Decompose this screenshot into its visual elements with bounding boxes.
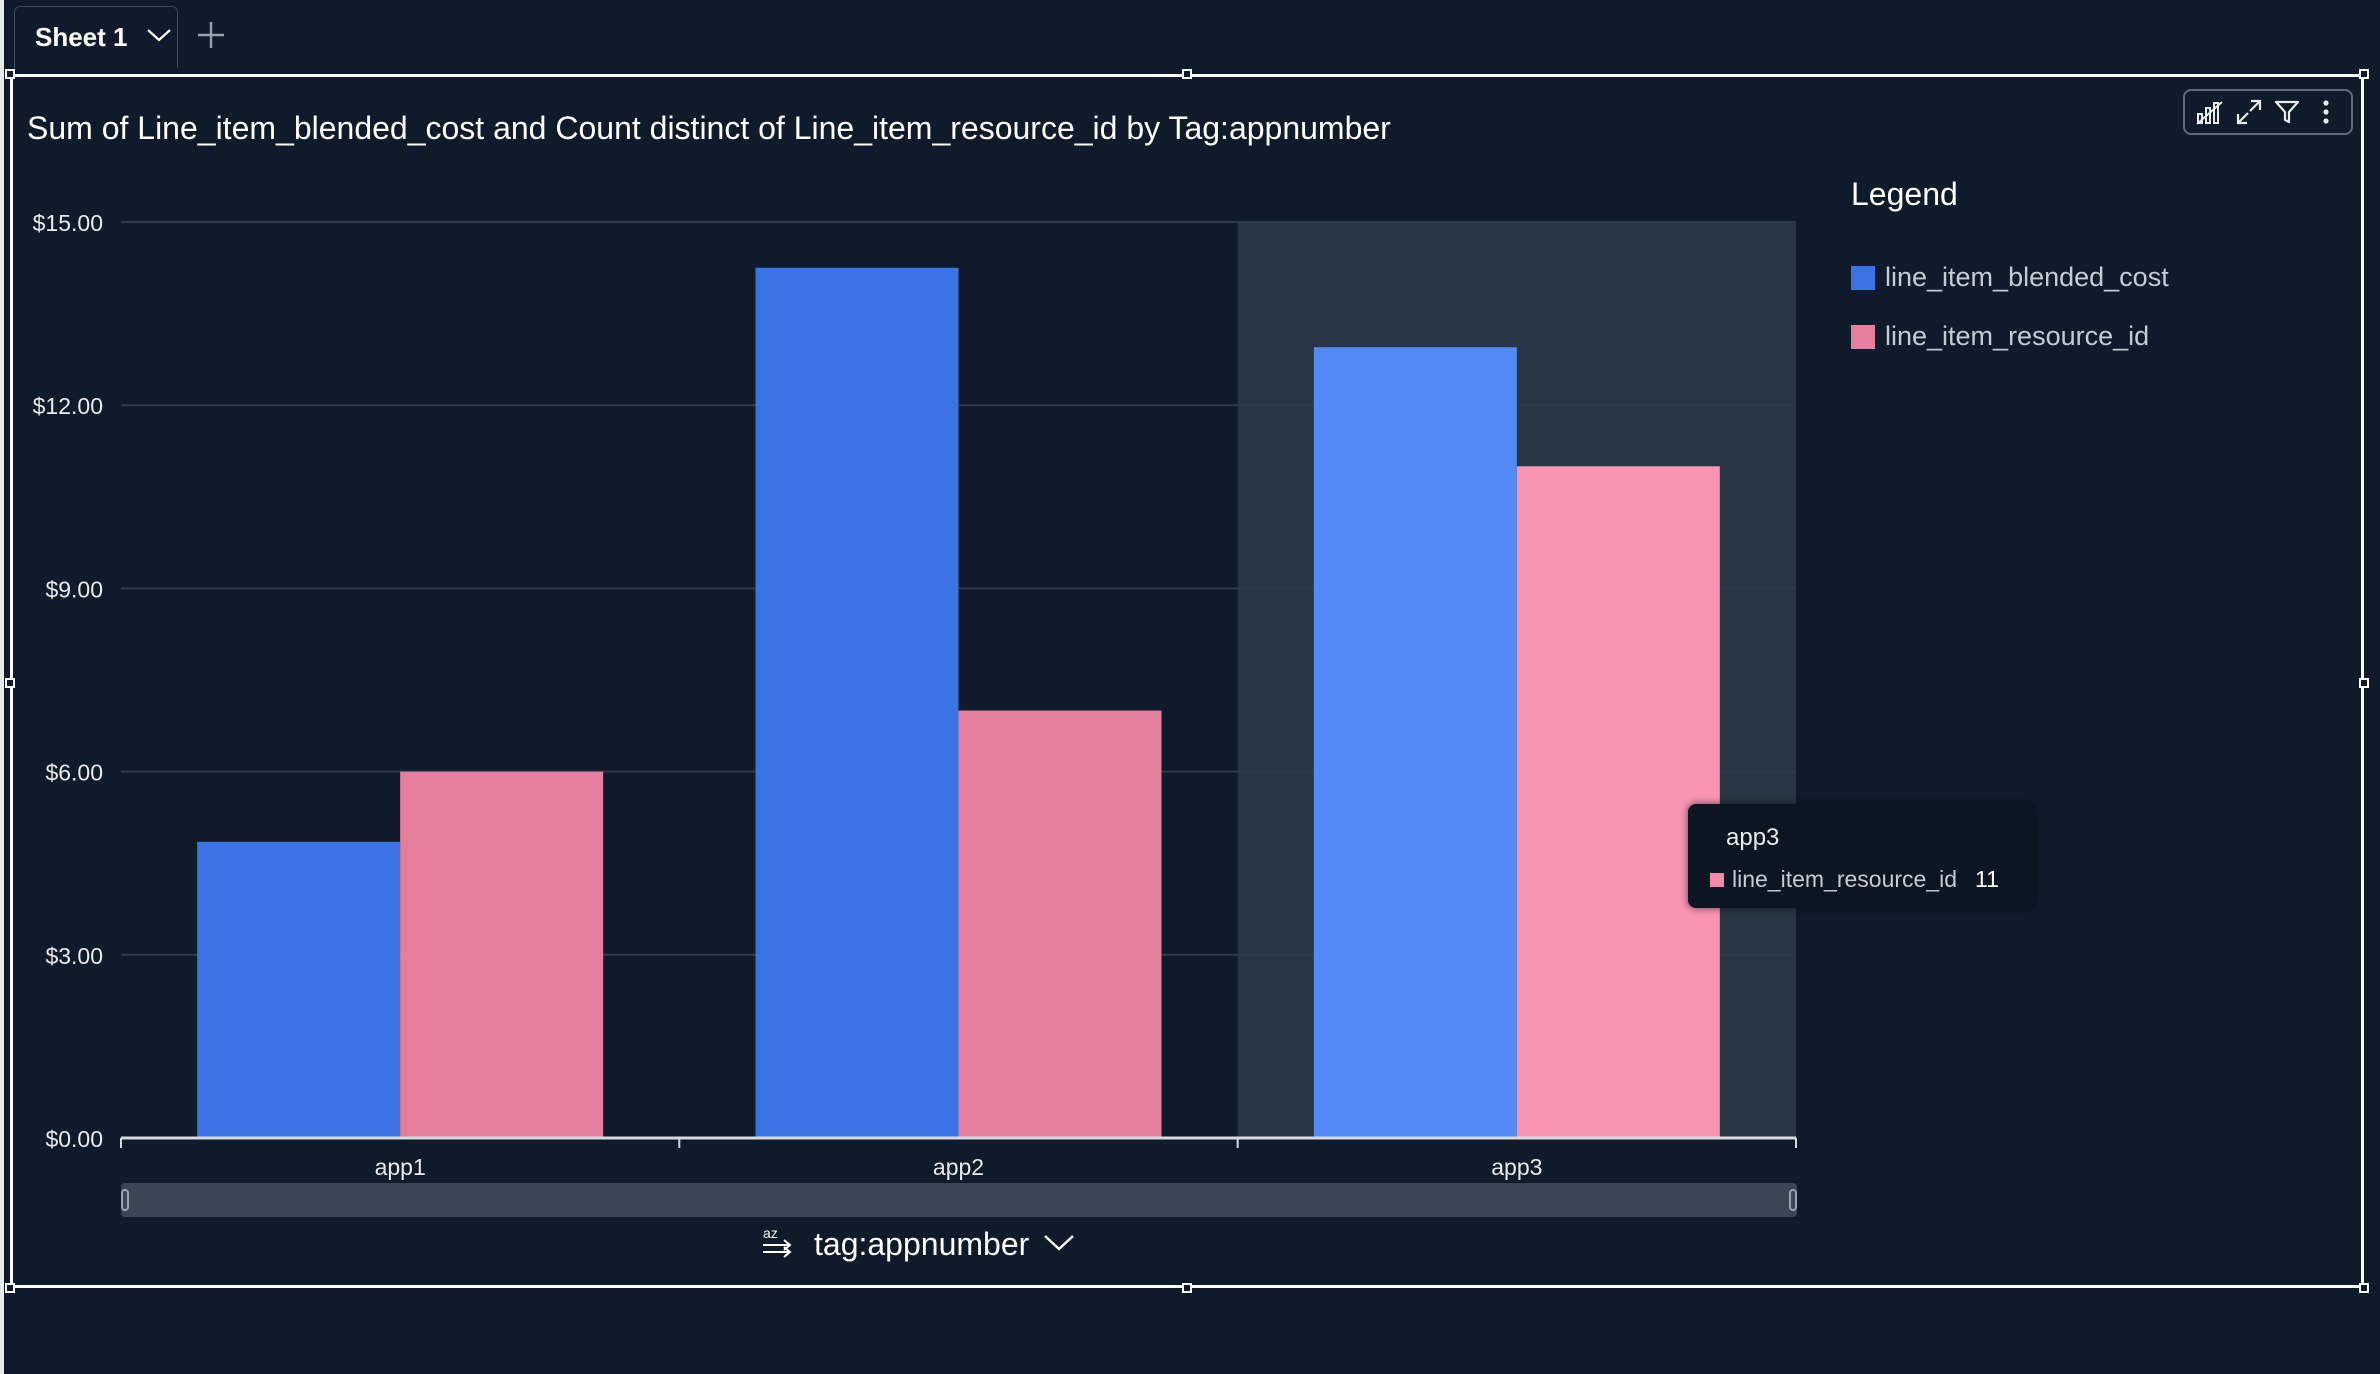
chevron-down-icon[interactable] [1043,1232,1075,1257]
chart-tooltip: app3 line_item_resource_id 11 [1688,804,2034,908]
resize-handle[interactable] [5,1283,15,1293]
visual-title: Sum of Line_item_blended_cost and Count … [27,110,1391,146]
filter-icon[interactable] [2271,96,2303,128]
resize-handle[interactable] [5,69,15,79]
resize-handle[interactable] [1182,1283,1192,1293]
legend-swatch [1851,324,1875,349]
left-edge [0,0,4,1374]
legend-label: line_item_resource_id [1885,321,2150,351]
expand-icon[interactable] [2233,96,2265,128]
visual-type-icon[interactable] [2194,96,2226,128]
legend-swatch [1851,265,1875,290]
legend-title: Legend [1851,176,1958,212]
legend-item-resource-id[interactable]: line_item_resource_id [1851,321,2149,352]
tooltip-value: 11 [1975,866,1999,892]
x-axis-field-label: tag:appnumber [814,1226,1030,1262]
scrollbar-grip-right[interactable] [1789,1189,1797,1211]
svg-text:az: az [763,1225,778,1241]
visual-frame[interactable] [10,74,2364,1288]
resize-handle[interactable] [2359,1283,2369,1293]
sort-az-icon[interactable]: az [760,1225,794,1264]
scrollbar-grip-left[interactable] [121,1189,129,1211]
resize-handle[interactable] [5,678,15,688]
chevron-down-icon[interactable] [146,27,172,48]
visual-toolbar [2183,89,2353,135]
tab-sheet-1[interactable]: Sheet 1 [14,6,178,68]
tooltip-swatch [1710,872,1724,887]
x-axis-field-well[interactable]: az tag:appnumber [760,1225,1075,1264]
tooltip-row: line_item_resource_id 11 [1710,866,2034,893]
add-sheet-icon[interactable] [194,18,228,52]
tooltip-category: app3 [1726,824,1780,851]
resize-handle[interactable] [1182,69,1192,79]
x-axis-scrollbar[interactable] [121,1183,1797,1217]
more-options-icon[interactable] [2310,96,2342,128]
resize-handle[interactable] [2359,69,2369,79]
legend-label: line_item_blended_cost [1885,262,2169,292]
resize-handle[interactable] [2359,678,2369,688]
legend-item-blended-cost[interactable]: line_item_blended_cost [1851,262,2169,293]
tab-label: Sheet 1 [35,22,128,52]
tooltip-series: line_item_resource_id [1732,866,1958,892]
